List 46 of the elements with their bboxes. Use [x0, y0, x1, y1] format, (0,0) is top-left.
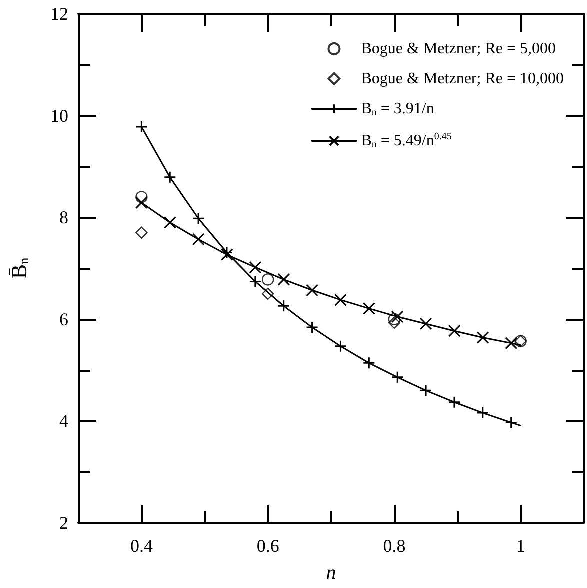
point	[391, 371, 404, 384]
point	[334, 294, 347, 306]
point	[262, 274, 274, 286]
y-tick-label: 2	[60, 513, 68, 533]
y-tick-label: 4	[60, 411, 68, 432]
point	[220, 248, 234, 262]
x-tick-label: 0.6	[256, 536, 280, 556]
point	[135, 196, 148, 210]
point	[136, 226, 148, 239]
y-tick-label: 12	[50, 4, 68, 24]
point	[391, 310, 404, 324]
point	[362, 302, 376, 315]
legend-label: Bogue & Metzner; Re = 10,000	[361, 70, 564, 88]
x-axis-title: n	[326, 562, 336, 584]
legend-label: Bogue & Metzner; Re = 5,000	[361, 40, 556, 58]
point	[164, 171, 176, 184]
point	[192, 233, 205, 246]
point	[249, 261, 262, 274]
point	[476, 331, 490, 344]
point	[136, 191, 148, 204]
point	[306, 321, 319, 334]
point	[262, 288, 274, 300]
x-tick-label: 1	[516, 536, 526, 556]
point	[420, 384, 432, 397]
point	[362, 356, 376, 370]
y-tick-label: 8	[60, 208, 68, 228]
point	[505, 337, 518, 350]
point	[164, 216, 176, 229]
point	[306, 284, 319, 297]
point	[448, 324, 461, 338]
y-tick-label: 10	[50, 106, 68, 126]
point	[278, 273, 290, 286]
point	[249, 275, 262, 288]
point	[388, 313, 401, 326]
y-axis-title: B̄n	[6, 257, 32, 280]
y-tick-label: 6	[60, 309, 68, 330]
x-tick-label: 0.8	[383, 536, 406, 556]
point	[476, 406, 490, 420]
point	[192, 212, 205, 225]
point	[135, 120, 148, 134]
point	[278, 300, 290, 312]
point	[420, 318, 432, 330]
point	[448, 396, 461, 409]
point	[388, 316, 401, 330]
point	[334, 340, 347, 353]
x-tick-label: 0.4	[130, 536, 153, 556]
